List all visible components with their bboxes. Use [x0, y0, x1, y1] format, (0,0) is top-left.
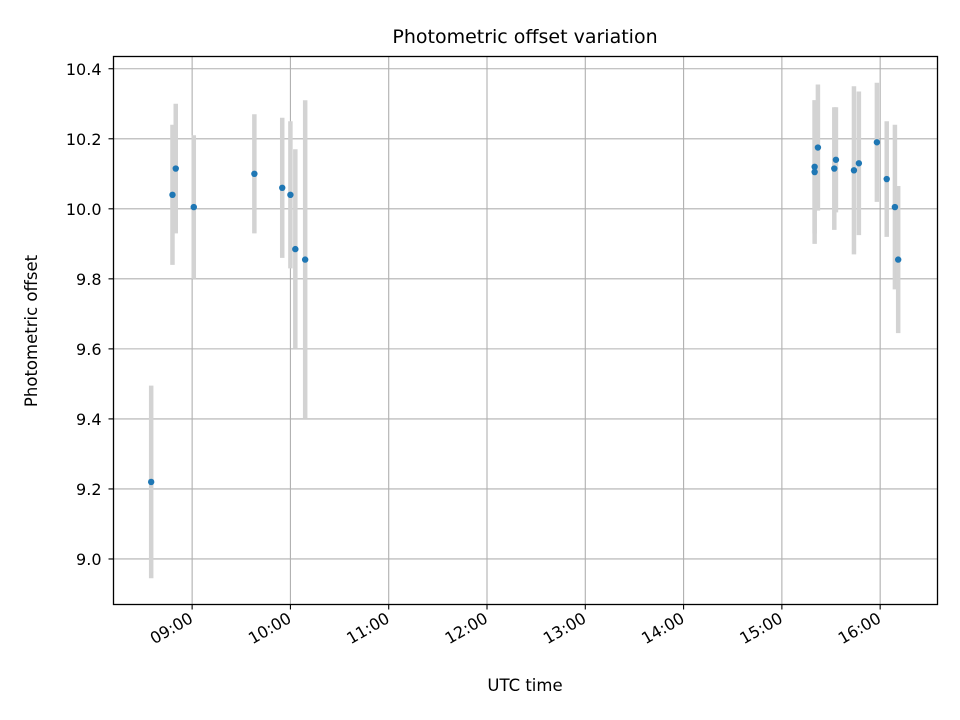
y-tick-label: 10.0	[66, 200, 102, 219]
data-point	[855, 160, 863, 167]
y-tick-label: 9.4	[76, 410, 101, 429]
data-point	[894, 256, 902, 263]
data-points	[147, 139, 902, 486]
data-point	[251, 170, 258, 178]
y-tick-label: 10.4	[66, 60, 102, 79]
data-point	[292, 245, 299, 253]
data-point	[850, 167, 858, 174]
data-point	[883, 175, 890, 183]
data-point	[287, 191, 294, 199]
y-tick-label: 9.8	[76, 270, 101, 289]
x-axis-title: UTC time	[487, 676, 562, 695]
data-point	[814, 144, 822, 151]
data-point	[811, 168, 818, 176]
data-point	[190, 203, 197, 211]
y-tick-label: 9.0	[76, 550, 101, 569]
data-point	[169, 191, 176, 199]
data-point	[873, 139, 881, 146]
data-point	[811, 163, 818, 171]
data-point	[147, 478, 155, 486]
data-point	[832, 156, 840, 163]
plot-frame	[112, 55, 939, 606]
y-axis-title: Photometric offset	[22, 254, 41, 407]
chart-title: Photometric offset variation	[392, 26, 657, 48]
y-tick-label: 9.2	[76, 480, 101, 499]
data-point	[172, 165, 179, 172]
y-tick-label: 9.6	[76, 340, 101, 359]
y-tick-label: 10.2	[66, 130, 102, 149]
data-point	[279, 184, 286, 192]
data-point	[301, 256, 309, 263]
data-point	[891, 203, 899, 211]
data-point	[831, 165, 838, 172]
y-axis: 9.0 9.2 9.4 9.6 9.8 10.0 10.2 10.4	[66, 60, 114, 569]
